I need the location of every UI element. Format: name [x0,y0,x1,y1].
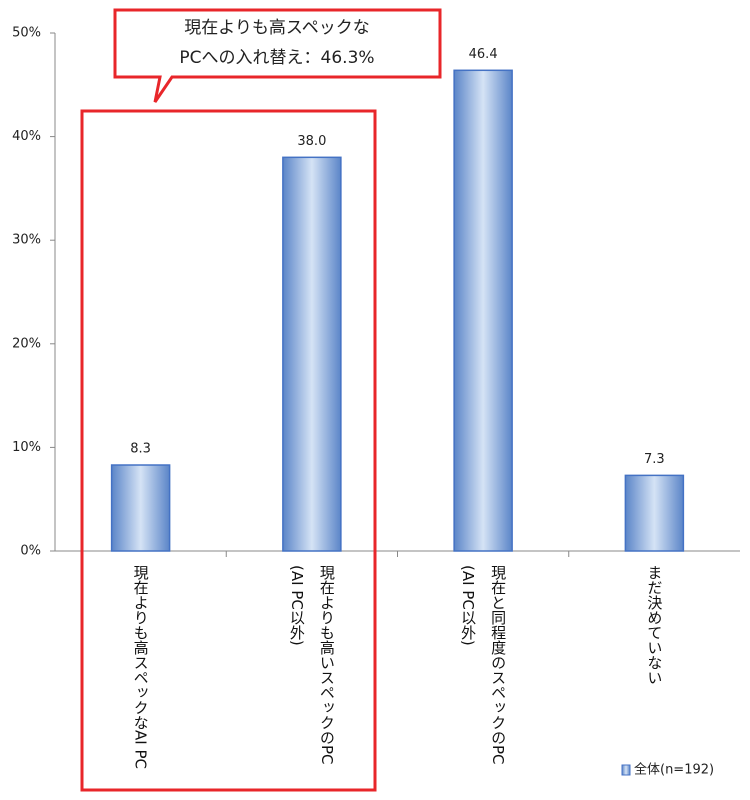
callout-box [113,8,442,103]
y-tick-label: 30% [12,233,41,248]
bar [110,464,171,552]
bar [282,156,342,552]
value-label: 7.3 [644,452,665,467]
value-label: 38.0 [297,134,326,149]
bar [624,474,685,552]
y-tick-label: 50% [12,26,41,41]
value-label: 46.4 [469,47,498,62]
x-tick-label: 現在と同程度のスペックのPC (AI PC以外) [459,565,508,765]
y-tick-label: 20% [12,336,41,351]
legend-label: 全体(n=192) [634,762,714,778]
x-tick-label: 現在よりも高スペックなAI PC [131,565,150,769]
bar [453,69,513,552]
value-label: 8.3 [130,442,151,457]
highlight-box [80,109,377,792]
y-tick-label: 0% [20,544,41,559]
x-tick-label: まだ決めていない [645,565,664,685]
y-tick-label: 40% [12,129,41,144]
legend-swatch [621,764,631,776]
callout-text: 現在よりも高スペックな [184,18,369,38]
callout-text: PCへの入れ替え：46.3% [179,48,374,68]
y-tick-label: 10% [12,440,41,455]
x-tick-label: 現在よりも高いスペックのPC (AI PC以外) [287,565,336,765]
